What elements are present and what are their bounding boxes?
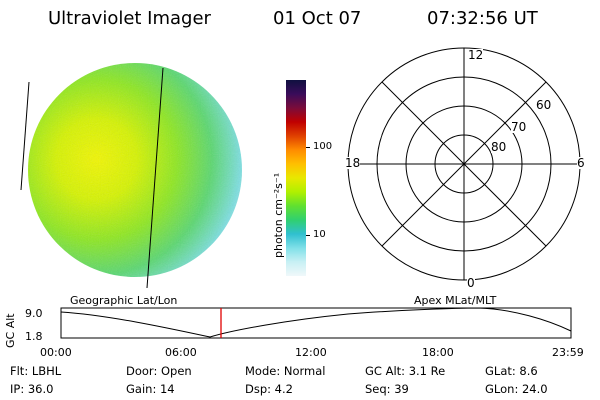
- ip-status: IP: 36.0: [10, 382, 54, 396]
- colorbar-unit-label: photon cm⁻²s⁻¹: [272, 172, 285, 258]
- altitude-timeline: [60, 307, 572, 339]
- lat-label-60: 60: [536, 98, 552, 112]
- mlt-label-18: 18: [345, 156, 361, 170]
- colorbar: [286, 80, 306, 276]
- app-title: Ultraviolet Imager: [48, 8, 211, 29]
- lat-label-80: 80: [491, 140, 507, 154]
- door-status: Door: Open: [126, 364, 192, 378]
- glat-status: GLat: 8.6: [485, 364, 538, 378]
- mlt-label-12: 12: [468, 48, 484, 62]
- gc-alt-axis-label: GC Alt: [4, 313, 17, 348]
- mlt-label-0: 0: [467, 276, 475, 290]
- altitude-curve: [60, 307, 572, 338]
- time-label: 07:32:56 UT: [427, 8, 538, 29]
- gc-alt-tick-high: 9.0: [25, 307, 43, 320]
- time-tick-3: 18:00: [422, 346, 454, 359]
- geographic-title: Geographic Lat/Lon: [70, 294, 178, 307]
- polar-plot: [347, 47, 581, 281]
- mlt-label-6: 6: [577, 156, 585, 170]
- filter-status: Flt: LBHL: [10, 364, 62, 378]
- lat-label-70: 70: [511, 120, 527, 134]
- terminator-line: [146, 67, 164, 289]
- time-tick-0: 00:00: [40, 346, 72, 359]
- gc-alt-tick-low: 1.8: [25, 330, 43, 343]
- time-tick-2: 12:00: [295, 346, 327, 359]
- timeline-frame: [60, 307, 572, 339]
- colorbar-tick-10: [306, 235, 310, 236]
- seq-status: Seq: 39: [365, 382, 409, 396]
- colorbar-label-100: 100: [313, 141, 333, 152]
- gain-status: Gain: 14: [126, 382, 175, 396]
- apex-title: Apex MLat/MLT: [414, 294, 497, 307]
- glon-status: GLon: 24.0: [485, 382, 548, 396]
- dsp-status: Dsp: 4.2: [245, 382, 293, 396]
- uv-image-disk: [20, 63, 242, 289]
- time-tick-1: 06:00: [165, 346, 197, 359]
- colorbar-tick-100: [306, 147, 310, 148]
- mode-status: Mode: Normal: [245, 364, 326, 378]
- limb-line: [20, 81, 30, 191]
- gc-alt-status: GC Alt: 3.1 Re: [365, 364, 446, 378]
- colorbar-label-10: 10: [313, 229, 326, 240]
- polar-diagonal-2: [381, 81, 547, 247]
- time-tick-4: 23:59: [552, 346, 584, 359]
- date-label: 01 Oct 07: [273, 8, 362, 29]
